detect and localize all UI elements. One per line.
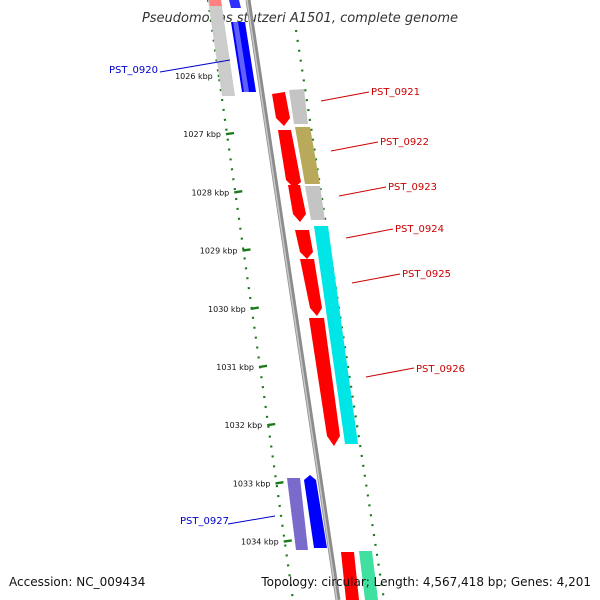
left-ruler-track [206,0,295,600]
grey-feature-block [208,0,235,96]
gene-label-leaders [159,59,415,525]
kbp-tick-label: 1027 kbp [183,130,221,139]
green-feature-block [359,551,378,600]
purple-feature-block [287,478,308,550]
kbp-tick-label: 1032 kbp [225,421,263,430]
kbp-tick-mark [242,248,251,252]
kbp-tick-label: 1030 kbp [208,305,246,314]
kbp-tick-label: 1034 kbp [241,538,279,547]
reverse-gene-block [229,0,241,8]
gene-label-pst-0926[interactable]: PST_0926 [416,364,465,375]
kbp-tick-label: 1029 kbp [200,247,238,256]
topology-text: Topology: circular; Length: 4,567,418 bp… [260,575,591,589]
kbp-tick-mark [258,364,268,369]
reverse-gene-arrow [304,475,327,548]
forward-gene-block [341,552,359,600]
gene-label-pst-0923[interactable]: PST_0923 [388,182,437,193]
forward-gene-arrow [288,185,306,222]
gene-label-pst-0927[interactable]: PST_0927 [180,516,229,527]
kbp-tick-mark [283,539,292,543]
forward-gene-arrow [300,259,322,316]
right-ruler-track [294,29,386,600]
kbp-ticks: 1026 kbp 1027 kbp 1028 kbp 1029 kbp 1030 kbp… [175,72,292,547]
kbp-tick-mark [250,306,259,310]
forward-gene-arrow [272,92,290,126]
gene-labels: PST_0920 PST_0921 PST_0922 PST_0923 PST_… [109,65,465,527]
kbp-tick-mark [234,190,243,194]
kbp-tick-mark [275,481,284,485]
map-title: Pseudomonas stutzeri A1501, complete gen… [142,11,458,26]
gene-label-pst-0924[interactable]: PST_0924 [395,224,444,235]
grey-feature-block [305,186,325,220]
gene-features [208,0,378,600]
gene-label-pst-0920[interactable]: PST_0920 [109,65,158,76]
olive-feature-block [295,127,320,184]
genome-backbone [245,0,341,600]
kbp-tick-label: 1031 kbp [216,363,254,372]
kbp-tick-label: 1026 kbp [175,72,213,81]
accession-text: Accession: NC_009434 [9,575,145,589]
forward-gene-arrow [309,318,340,446]
kbp-tick-label: 1033 kbp [233,479,271,488]
kbp-tick-label: 1028 kbp [192,188,230,197]
forward-gene-block [209,0,222,6]
gene-label-pst-0921[interactable]: PST_0921 [371,87,420,98]
forward-gene-arrow [295,230,313,259]
grey-feature-block [289,89,308,124]
gene-label-pst-0925[interactable]: PST_0925 [402,269,451,280]
forward-gene-arrow [278,130,301,188]
gene-label-pst-0922[interactable]: PST_0922 [380,137,429,148]
kbp-tick-mark [225,131,235,136]
cyan-feature-block [314,226,358,444]
kbp-tick-mark [267,422,276,427]
